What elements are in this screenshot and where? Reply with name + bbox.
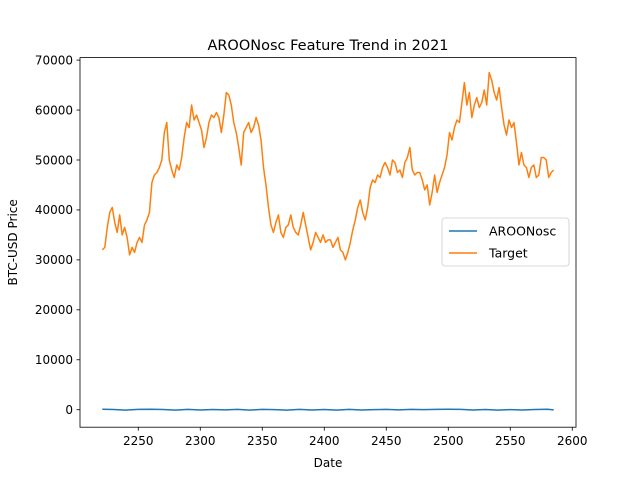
- legend-frame: [441, 217, 570, 267]
- y-tick-label-7: 70000: [35, 53, 73, 67]
- x-tick-label-7: 2600: [557, 434, 588, 448]
- x-tick-label-2: 2350: [247, 434, 278, 448]
- y-tick-label-5: 50000: [35, 153, 73, 167]
- y-tick-label-6: 60000: [35, 103, 73, 117]
- plot-lines: [101, 71, 555, 411]
- legend-label-1: Target: [488, 246, 528, 261]
- x-tick-label-1: 2300: [185, 434, 216, 448]
- legend-label-0: AROONosc: [489, 224, 556, 239]
- chart-title: AROONosc Feature Trend in 2021: [207, 38, 448, 54]
- y-axis: 0 10000 20000 30000 40000 50000 60000 70000: [35, 53, 80, 417]
- y-tick-label-4: 40000: [35, 203, 73, 217]
- y-tick-label-1: 10000: [35, 353, 73, 367]
- x-tick-label-5: 2500: [433, 434, 464, 448]
- y-axis-title: BTC-USD Price: [6, 199, 20, 285]
- y-tick-label-3: 30000: [35, 253, 73, 267]
- x-tick-label-0: 2250: [123, 434, 154, 448]
- x-axis: 2250 2300 2350 2400 2450 2500 2550 2600: [123, 427, 588, 448]
- y-tick-label-2: 20000: [35, 303, 73, 317]
- y-tick-label-0: 0: [65, 403, 73, 417]
- x-axis-title: Date: [314, 456, 343, 470]
- series-line-1: [101, 71, 555, 261]
- series-line-0: [102, 408, 554, 411]
- x-tick-label-3: 2400: [309, 434, 340, 448]
- legend: AROONosc Target: [441, 217, 570, 267]
- plot-frame: [79, 57, 577, 428]
- x-tick-label-6: 2550: [495, 434, 526, 448]
- x-tick-label-4: 2450: [371, 434, 402, 448]
